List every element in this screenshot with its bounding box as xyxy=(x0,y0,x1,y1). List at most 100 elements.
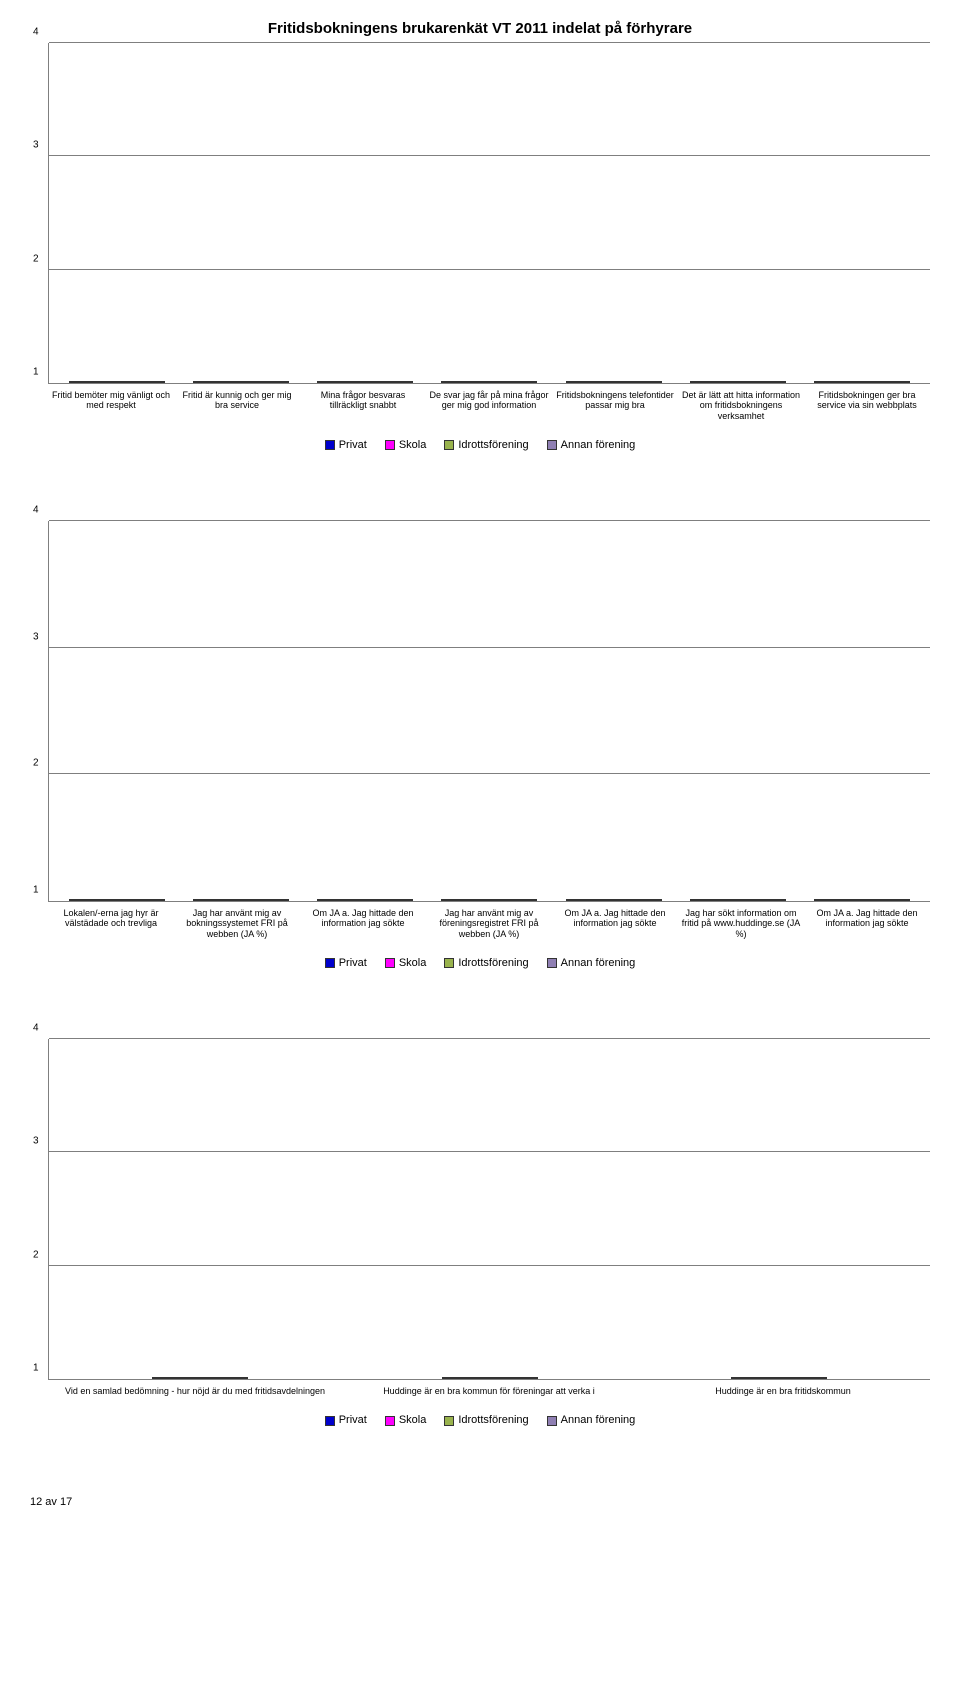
legend-item: Privat xyxy=(325,957,367,969)
xlabel: Jag har använt mig av föreningsregistret… xyxy=(426,908,552,939)
legend-label: Idrottsförening xyxy=(458,957,528,969)
bar xyxy=(714,381,738,383)
bar xyxy=(217,899,241,901)
xlabel: Det är lätt att hitta information om fri… xyxy=(678,390,804,421)
xlabel: Fritid bemöter mig vänligt och med respe… xyxy=(48,390,174,421)
bar-group xyxy=(427,899,551,901)
xlabel: Fritid är kunnig och ger mig bra service xyxy=(174,390,300,421)
legend-swatch xyxy=(325,958,335,968)
legend-label: Privat xyxy=(339,439,367,451)
bar xyxy=(224,1377,248,1379)
xlabel: Fritidsbokningen ger bra service via sin… xyxy=(804,390,930,421)
legend-item: Idrottsförening xyxy=(444,1414,528,1426)
legend-swatch xyxy=(547,440,557,450)
bar-group xyxy=(552,381,676,383)
xlabel: Lokalen/-erna jag hyr är välstädade och … xyxy=(48,908,174,939)
legend-item: Skola xyxy=(385,1414,427,1426)
bar xyxy=(193,899,217,901)
bar xyxy=(738,381,762,383)
chart-2-xlabels: Lokalen/-erna jag hyr är välstädade och … xyxy=(48,908,930,939)
legend-swatch xyxy=(547,1416,557,1426)
legend-item: Idrottsförening xyxy=(444,439,528,451)
chart-3-legend: Privat Skola Idrottsförening Annan förening xyxy=(30,1414,930,1426)
legend-label: Privat xyxy=(339,957,367,969)
bar-group xyxy=(55,381,179,383)
legend-label: Annan förening xyxy=(561,439,636,451)
xlabel: Om JA a. Jag hittade den information jag… xyxy=(300,908,426,939)
ytick-label: 2 xyxy=(33,253,39,264)
xlabel: Om JA a. Jag hittade den information jag… xyxy=(552,908,678,939)
bar xyxy=(566,381,590,383)
bar xyxy=(590,381,614,383)
chart-3: 1234 Vid en samlad bedömning - hur nöjd … xyxy=(30,1039,930,1426)
bar xyxy=(638,899,662,901)
bar xyxy=(566,899,590,901)
legend-label: Idrottsförening xyxy=(458,439,528,451)
bar xyxy=(690,899,714,901)
bar xyxy=(241,381,265,383)
legend-item: Privat xyxy=(325,1414,367,1426)
bar xyxy=(465,899,489,901)
bar xyxy=(489,899,513,901)
ytick-label: 1 xyxy=(33,885,39,896)
bar-group xyxy=(55,1377,345,1379)
bar xyxy=(317,899,341,901)
bar xyxy=(93,381,117,383)
legend-swatch xyxy=(325,440,335,450)
xlabel: Huddinge är en bra kommun för föreningar… xyxy=(342,1386,636,1396)
ytick-label: 1 xyxy=(33,1363,39,1374)
bar-groups xyxy=(49,521,930,901)
xlabel: Jag har använt mig av bokningssystemet F… xyxy=(174,908,300,939)
chart-2: 1234 Lokalen/-erna jag hyr är välstädade… xyxy=(30,521,930,969)
chart-1-plot: 1234 xyxy=(48,43,930,384)
xlabel: Om JA a. Jag hittade den information jag… xyxy=(804,908,930,939)
bar xyxy=(141,381,165,383)
bar-group xyxy=(676,899,800,901)
legend-item: Annan förening xyxy=(547,957,636,969)
chart-3-xlabels: Vid en samlad bedömning - hur nöjd är du… xyxy=(48,1386,930,1396)
legend-item: Idrottsförening xyxy=(444,957,528,969)
chart-1-legend: Privat Skola Idrottsförening Annan förening xyxy=(30,439,930,451)
xlabel: Vid en samlad bedömning - hur nöjd är du… xyxy=(48,1386,342,1396)
bar xyxy=(731,1377,755,1379)
legend-swatch xyxy=(547,958,557,968)
legend-label: Annan förening xyxy=(561,957,636,969)
bar xyxy=(490,1377,514,1379)
legend-item: Privat xyxy=(325,439,367,451)
bar-group xyxy=(800,899,924,901)
bar xyxy=(814,899,838,901)
legend-item: Skola xyxy=(385,439,427,451)
ytick-label: 4 xyxy=(33,505,39,516)
bar xyxy=(365,899,389,901)
bar xyxy=(690,381,714,383)
legend-label: Annan förening xyxy=(561,1414,636,1426)
bar xyxy=(466,1377,490,1379)
bar xyxy=(614,381,638,383)
chart-2-legend: PrivatSkolaIdrottsföreningAnnan förening xyxy=(30,957,930,969)
bar xyxy=(193,381,217,383)
bar xyxy=(714,899,738,901)
bar xyxy=(341,899,365,901)
bar xyxy=(317,381,341,383)
bar xyxy=(755,1377,779,1379)
bar xyxy=(886,381,910,383)
legend-label: Skola xyxy=(399,1414,427,1426)
bar xyxy=(465,381,489,383)
bar xyxy=(814,381,838,383)
legend-label: Idrottsförening xyxy=(458,1414,528,1426)
bar-group xyxy=(427,381,551,383)
bar xyxy=(389,381,413,383)
page-footer: 12 av 17 xyxy=(30,1496,930,1508)
bar xyxy=(341,381,365,383)
bar xyxy=(265,381,289,383)
bar xyxy=(69,899,93,901)
bar xyxy=(69,381,93,383)
legend-item: Annan förening xyxy=(547,1414,636,1426)
xlabel: Jag har sökt information om fritid på ww… xyxy=(678,908,804,939)
bar-group xyxy=(634,1377,924,1379)
ytick-label: 4 xyxy=(33,27,39,38)
bar xyxy=(441,381,465,383)
bar xyxy=(441,899,465,901)
chart-2-plot: 1234 xyxy=(48,521,930,902)
chart-1-title: Fritidsbokningens brukarenkät VT 2011 in… xyxy=(30,20,930,37)
